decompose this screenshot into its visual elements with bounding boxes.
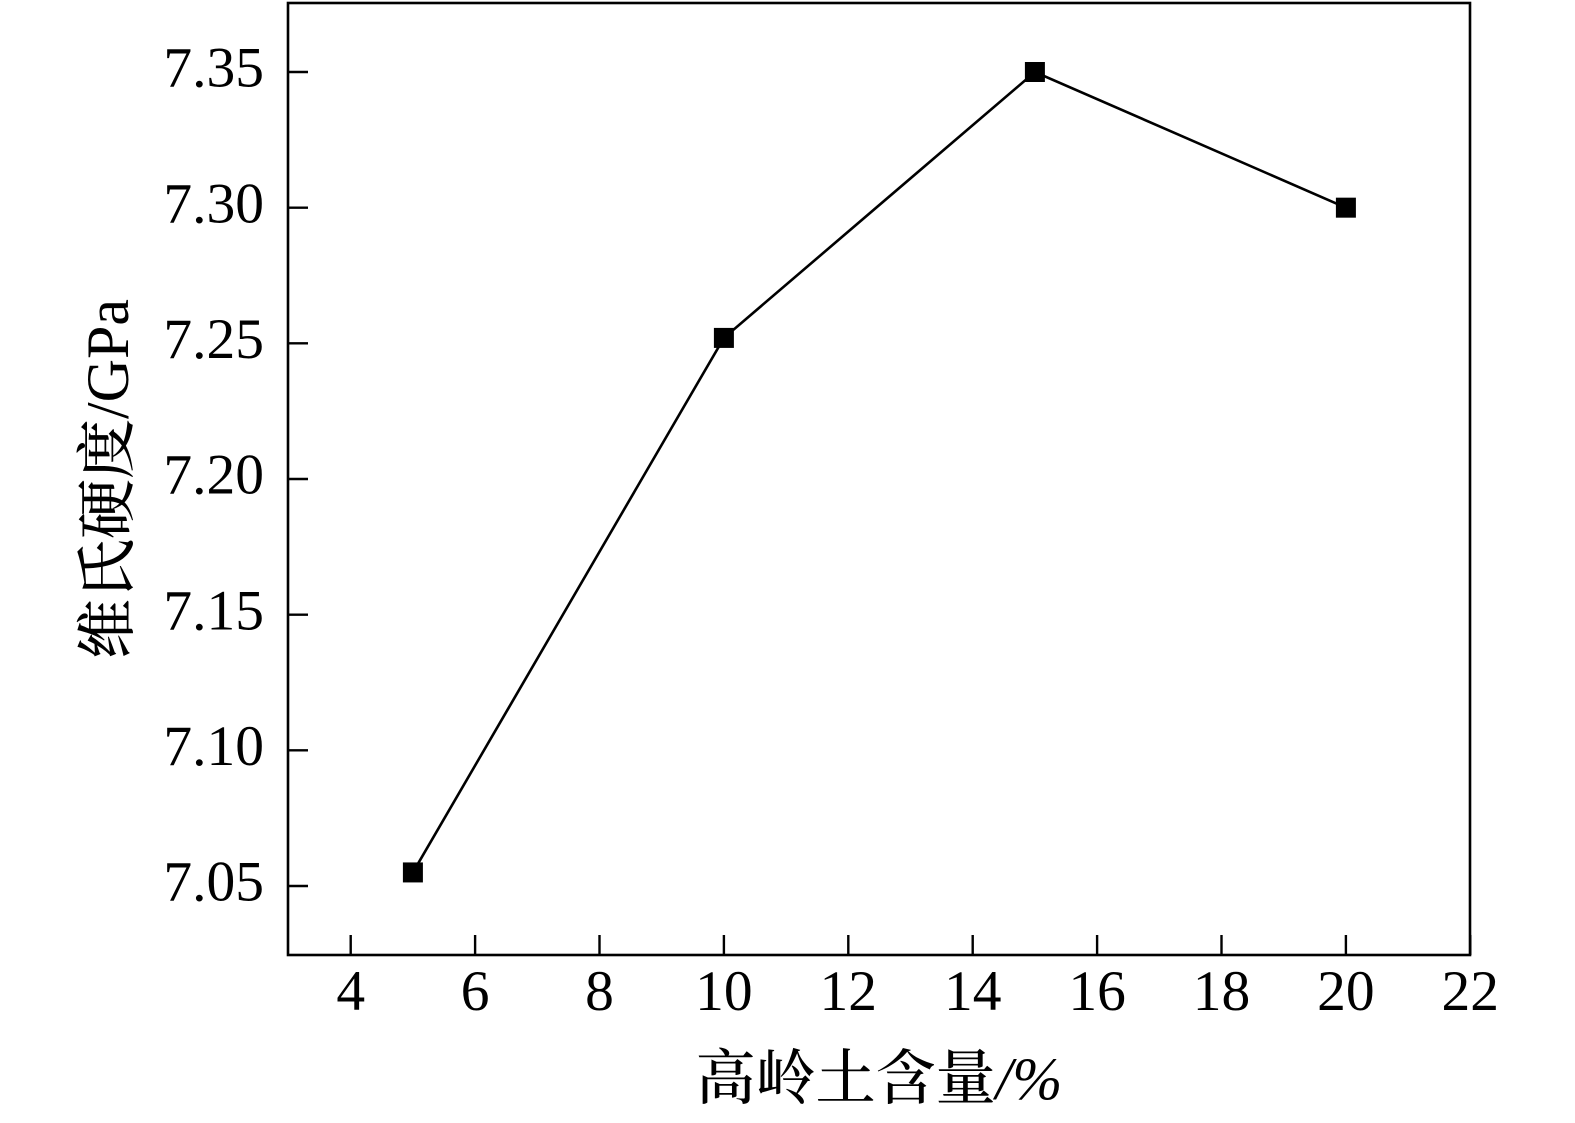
svg-text:7.20: 7.20 (163, 444, 264, 507)
svg-text:7.35: 7.35 (163, 37, 264, 100)
svg-text:8: 8 (585, 960, 614, 1023)
svg-text:7.25: 7.25 (163, 308, 264, 371)
svg-text:18: 18 (1193, 960, 1251, 1023)
svg-text:22: 22 (1442, 960, 1500, 1023)
svg-text:10: 10 (695, 960, 753, 1023)
svg-text:7.15: 7.15 (163, 579, 264, 642)
svg-text:16: 16 (1068, 960, 1126, 1023)
svg-text:7.10: 7.10 (163, 715, 264, 778)
svg-text:12: 12 (820, 960, 878, 1023)
svg-text:7.30: 7.30 (163, 172, 264, 235)
svg-text:14: 14 (944, 960, 1002, 1023)
svg-text:4: 4 (336, 960, 365, 1023)
svg-text:6: 6 (461, 960, 490, 1023)
svg-text:20: 20 (1317, 960, 1375, 1023)
svg-text:7.05: 7.05 (163, 851, 264, 914)
